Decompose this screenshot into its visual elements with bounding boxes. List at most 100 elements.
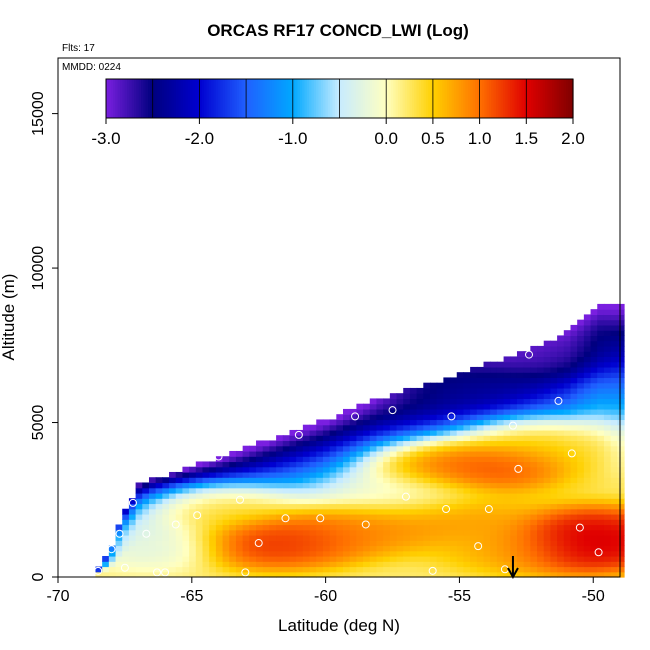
heatmap-cell <box>209 545 217 552</box>
heatmap-cell <box>155 519 163 526</box>
heatmap-cell <box>249 492 257 499</box>
colorbar-swatch <box>152 79 156 118</box>
heatmap-cell <box>222 487 230 494</box>
heatmap-cell <box>115 571 123 578</box>
heatmap-cell <box>276 435 284 442</box>
colorbar-swatch <box>362 79 366 118</box>
colorbar-swatch <box>204 79 208 118</box>
heatmap-cell <box>235 503 244 510</box>
heatmap-cell <box>610 545 618 552</box>
heatmap-cell <box>450 382 458 389</box>
heatmap-cell <box>242 492 250 499</box>
plot-area <box>94 303 625 580</box>
heatmap-cell <box>409 492 418 499</box>
heatmap-cell <box>563 471 572 478</box>
colorbar-swatch <box>250 79 254 118</box>
heatmap-cell <box>543 529 552 536</box>
heatmap-cell <box>550 450 558 457</box>
heatmap-cell <box>182 498 190 505</box>
heatmap-cell <box>256 519 264 526</box>
heatmap-cell <box>269 550 277 557</box>
heatmap-cell <box>456 498 465 505</box>
heatmap-cell <box>516 566 525 573</box>
heatmap-cell <box>590 372 598 379</box>
heatmap-cell <box>456 471 465 478</box>
heatmap-cell <box>463 477 471 484</box>
heatmap-cell <box>349 503 357 510</box>
heatmap-cell <box>222 524 230 531</box>
heatmap-cell <box>202 513 210 520</box>
heatmap-cell <box>155 540 163 547</box>
heatmap-cell <box>316 487 324 494</box>
heatmap-cell <box>530 377 538 384</box>
heatmap-cell <box>503 408 511 415</box>
colorbar-swatch <box>437 79 441 118</box>
heatmap-cell <box>617 377 625 384</box>
heatmap-cell <box>182 471 190 478</box>
heatmap-cell <box>503 471 511 478</box>
heatmap-cell <box>148 550 157 557</box>
heatmap-cell <box>490 561 498 568</box>
heatmap-cell <box>336 498 344 505</box>
heatmap-cell <box>496 508 505 515</box>
heatmap-cell <box>563 429 572 436</box>
colorbar-swatch <box>311 79 315 118</box>
heatmap-cell <box>450 456 458 463</box>
heatmap-cell <box>436 555 444 562</box>
heatmap-cell <box>617 366 625 373</box>
heatmap-cell <box>476 419 485 426</box>
colorbar-swatch <box>463 79 467 118</box>
heatmap-cell <box>343 498 351 505</box>
heatmap-cell <box>577 345 585 352</box>
heatmap-cell <box>490 456 498 463</box>
heatmap-cell <box>343 477 351 484</box>
heatmap-cell <box>436 408 444 415</box>
heatmap-cell <box>309 487 317 494</box>
heatmap-cell <box>182 503 190 510</box>
heatmap-cell <box>282 440 291 447</box>
heatmap-cell <box>356 540 364 547</box>
colorbar-swatch <box>344 79 348 118</box>
heatmap-cell <box>557 519 565 526</box>
heatmap-cell <box>503 361 511 368</box>
heatmap-cell <box>583 450 592 457</box>
heatmap-cell <box>423 414 431 421</box>
heatmap-cell <box>403 387 411 394</box>
heatmap-cell <box>577 377 585 384</box>
heatmap-cell <box>343 524 351 531</box>
heatmap-cell <box>590 403 598 410</box>
heatmap-cell <box>276 498 284 505</box>
heatmap-cell <box>470 445 478 452</box>
heatmap-cell <box>550 372 558 379</box>
heatmap-cell <box>610 303 618 310</box>
heatmap-cell <box>530 477 538 484</box>
heatmap-cell <box>396 550 404 557</box>
heatmap-cell <box>416 398 424 405</box>
heatmap-cell <box>416 414 424 421</box>
heatmap-cell <box>463 408 471 415</box>
heatmap-cell <box>249 555 257 562</box>
heatmap-cell <box>316 540 324 547</box>
heatmap-cell <box>597 435 605 442</box>
heatmap-cell <box>175 534 184 541</box>
heatmap-cell <box>450 440 458 447</box>
heatmap-cell <box>128 529 137 536</box>
heatmap-cell <box>289 450 297 457</box>
heatmap-cell <box>510 429 518 436</box>
heatmap-cell <box>610 424 618 431</box>
heatmap-cell <box>490 540 498 547</box>
heatmap-cell <box>557 487 565 494</box>
heatmap-cell <box>510 398 518 405</box>
heatmap-cell <box>296 466 304 473</box>
heatmap-cell <box>262 471 271 478</box>
heatmap-cell <box>296 566 304 573</box>
heatmap-cell <box>383 424 391 431</box>
flight-point <box>351 412 360 421</box>
heatmap-cell <box>416 555 424 562</box>
heatmap-cell <box>610 571 618 578</box>
heatmap-cell <box>302 550 311 557</box>
heatmap-cell <box>617 456 625 463</box>
colorbar-swatch <box>267 79 271 118</box>
chart-title: ORCAS RF17 CONCD_LWI (Log) <box>207 21 469 40</box>
heatmap-cell <box>409 524 418 531</box>
